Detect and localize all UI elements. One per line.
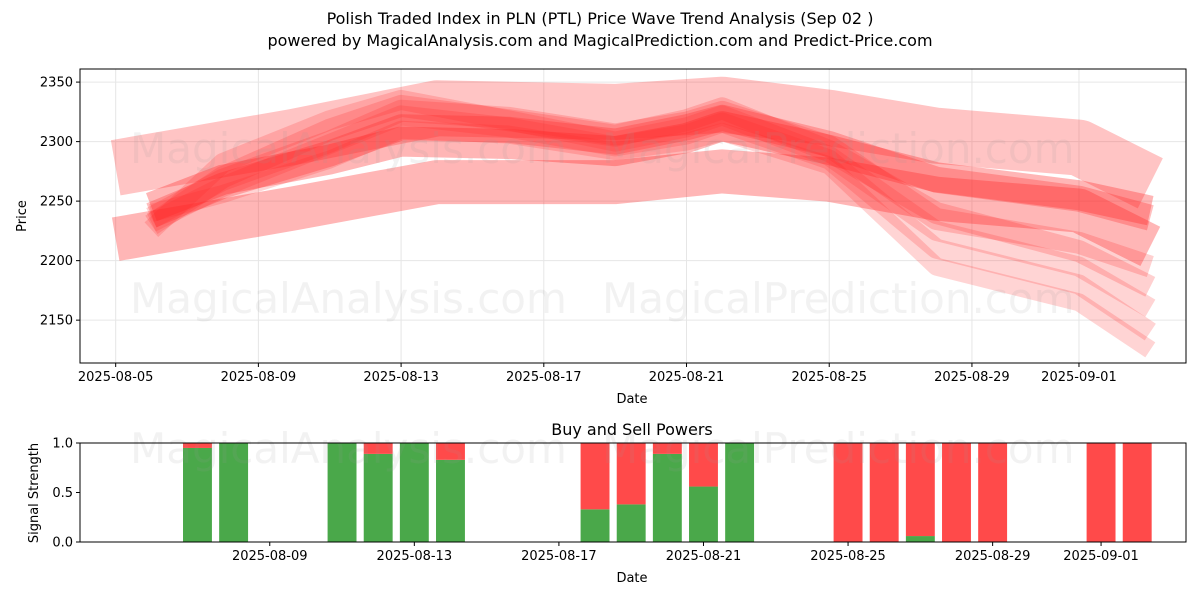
- top-x-tick-label: 2025-08-05: [78, 370, 154, 385]
- bottom-watermarks: MagicalAnalysis.com MagicalPrediction.co…: [130, 424, 1075, 473]
- top-x-tick-label: 2025-08-09: [221, 370, 297, 385]
- buy-power-bar: [580, 509, 610, 542]
- sell-power-bar: [689, 443, 718, 487]
- bottom-bars: [183, 443, 1152, 542]
- buy-power-bar: [689, 486, 718, 542]
- sell-power-bar: [833, 443, 863, 542]
- bottom-x-tick-label: 2025-08-13: [377, 549, 453, 564]
- watermark-analysis-mid: MagicalAnalysis.com: [130, 274, 567, 323]
- top-y-tick-label: 2150: [40, 314, 73, 329]
- sell-power-bar: [869, 443, 899, 542]
- sell-power-bar: [436, 443, 465, 460]
- bottom-chart-title: Buy and Sell Powers: [551, 420, 713, 439]
- top-axes: 2025-08-05 2025-08-09 2025-08-13 2025-08-17…: [40, 76, 1117, 385]
- buy-power-bar: [219, 443, 249, 542]
- sell-power-bar: [580, 443, 610, 510]
- top-y-tick-label: 2300: [40, 135, 73, 150]
- sell-power-bar: [1086, 443, 1116, 542]
- buy-power-bar: [616, 504, 646, 542]
- price-wave-band: [145, 94, 1156, 297]
- bottom-x-tick-label: 2025-08-17: [521, 549, 597, 564]
- buy-power-bar: [652, 453, 682, 542]
- buy-power-bar: [905, 536, 935, 542]
- sell-power-bar: [652, 443, 682, 454]
- chart-title: Polish Traded Index in PLN (PTL) Price W…: [326, 9, 874, 28]
- price-wave-band: [146, 111, 1154, 226]
- price-wave-band: [146, 99, 1154, 278]
- top-x-tick-label: 2025-08-25: [791, 370, 867, 385]
- bottom-x-tick-label: 2025-08-21: [666, 549, 742, 564]
- top-plot-frame: [79, 68, 1187, 364]
- price-wave-band: [110, 76, 1163, 209]
- buy-power-bar: [399, 443, 429, 542]
- bottom-x-axis-label: Date: [616, 571, 647, 586]
- bottom-x-tick-label: 2025-09-01: [1063, 549, 1139, 564]
- buy-power-bar: [363, 453, 393, 542]
- price-wave-band: [111, 149, 1161, 267]
- top-grid: [80, 69, 1186, 363]
- price-wave-band: [149, 120, 1156, 358]
- watermark-analysis-top: MagicalAnalysis.com: [130, 124, 567, 173]
- top-y-tick-label: 2250: [40, 195, 73, 210]
- top-y-tick-label: 2350: [40, 76, 73, 91]
- watermark-prediction-bottom: MagicalPrediction.com: [602, 424, 1075, 473]
- top-x-tick-label: 2025-08-13: [363, 370, 439, 385]
- bottom-x-tick-label: 2025-08-25: [810, 549, 886, 564]
- top-x-tick-label: 2025-09-01: [1041, 370, 1117, 385]
- buy-power-bar: [183, 447, 212, 542]
- price-wave-band: [146, 104, 1154, 231]
- sell-power-bar: [363, 443, 393, 454]
- bottom-x-tick-label: 2025-08-09: [232, 549, 308, 564]
- buy-power-bar: [327, 443, 357, 542]
- sell-power-bar: [942, 443, 971, 542]
- bottom-x-tick-label: 2025-08-29: [955, 549, 1031, 564]
- buy-power-bar: [725, 443, 755, 542]
- bottom-y-tick-label: 0.5: [52, 486, 73, 501]
- top-x-axis-label: Date: [616, 392, 647, 407]
- sell-power-bar: [616, 443, 646, 505]
- buy-power-bar: [436, 459, 465, 542]
- bottom-y-tick-label: 0.0: [52, 536, 73, 551]
- watermark-analysis-bottom: MagicalAnalysis.com: [130, 424, 567, 473]
- chart-subtitle: powered by MagicalAnalysis.com and Magic…: [267, 31, 933, 50]
- bottom-y-axis-label: Signal Strength: [27, 443, 42, 543]
- top-x-tick-label: 2025-08-17: [506, 370, 582, 385]
- watermark-prediction-mid: MagicalPrediction.com: [602, 274, 1075, 323]
- top-x-tick-label: 2025-08-29: [934, 370, 1010, 385]
- price-wave-band: [146, 105, 1156, 341]
- bottom-y-tick-label: 1.0: [52, 437, 73, 452]
- top-watermarks: MagicalAnalysis.com MagicalPrediction.co…: [130, 124, 1075, 323]
- top-price-bands: [110, 76, 1163, 358]
- sell-power-bar: [905, 443, 935, 537]
- sell-power-bar: [183, 443, 212, 448]
- price-wave-band: [144, 89, 1156, 317]
- bottom-axes: 2025-08-09 2025-08-13 2025-08-17 2025-08-21…: [52, 437, 1139, 565]
- sell-power-bar: [1122, 443, 1152, 542]
- top-x-tick-label: 2025-08-21: [649, 370, 725, 385]
- top-y-axis-label: Price: [15, 200, 30, 232]
- sell-power-bar: [978, 443, 1008, 542]
- watermark-prediction-top: MagicalPrediction.com: [602, 124, 1075, 173]
- top-y-tick-label: 2200: [40, 254, 73, 269]
